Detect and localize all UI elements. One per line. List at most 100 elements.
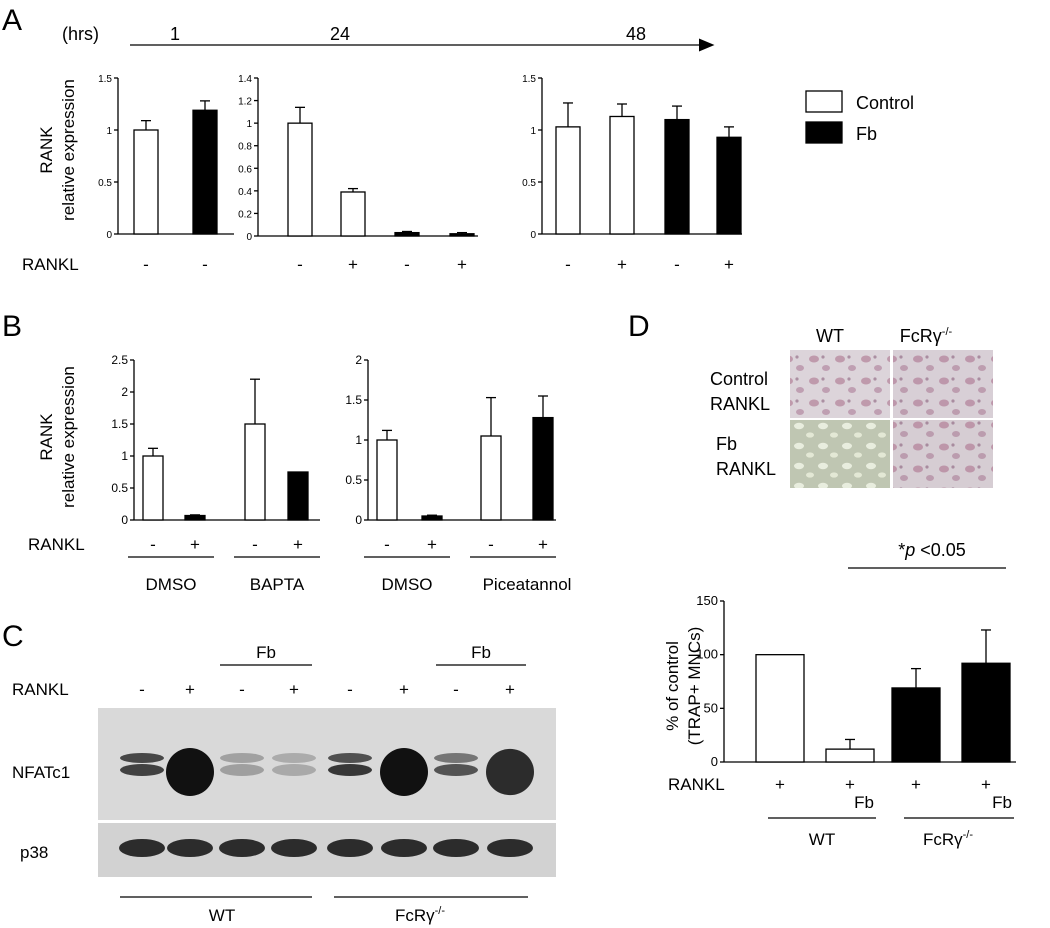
- rankl-sign: +: [427, 535, 437, 554]
- panel-c-rankl-label: RANKL: [12, 680, 69, 699]
- rankl-sign: -: [674, 255, 680, 274]
- rankl-sign: +: [617, 255, 627, 274]
- rankl-sign: +: [911, 775, 921, 794]
- rankl-sign: -: [565, 255, 571, 274]
- band-nfatc1: [328, 764, 372, 776]
- panel-b-rankl-label: RANKL: [28, 535, 85, 554]
- bar: [755, 654, 805, 763]
- blot-lane-sign: +: [399, 680, 409, 699]
- band-nfatc1: [166, 748, 214, 796]
- micrograph-row2-line2: RANKL: [716, 459, 776, 479]
- group-label-b-piceatannol: Piceatannol: [483, 575, 572, 594]
- band-p38: [219, 839, 265, 857]
- rankl-sign: -: [404, 255, 410, 274]
- rankl-sign: -: [297, 255, 303, 274]
- legend-swatch-fb: [805, 121, 843, 144]
- band-p38: [433, 839, 479, 857]
- rankl-sign: +: [190, 535, 200, 554]
- rankl-sign: +: [293, 535, 303, 554]
- rankl-sign: -: [202, 255, 208, 274]
- band-nfatc1: [434, 753, 478, 763]
- panel-label-b: B: [2, 310, 22, 343]
- panel-a: (hrs) 1 24 48 RANK relative expression R…: [22, 24, 914, 274]
- y-tick-label: 2: [355, 353, 362, 367]
- fb-label-c-fcr: Fb: [471, 643, 491, 662]
- band-nfatc1: [220, 764, 264, 776]
- bar: [340, 191, 366, 237]
- bar: [244, 423, 266, 521]
- micrograph-row2-line1: Fb: [716, 434, 737, 454]
- micrograph-col-fcr: FcRγ-/-: [900, 326, 953, 346]
- band-p38: [327, 839, 373, 857]
- bar: [716, 136, 742, 235]
- group-label-c-wt: WT: [209, 906, 235, 925]
- band-nfatc1: [380, 748, 428, 796]
- micrograph-row1-line1: Control: [710, 369, 768, 389]
- y-tick-label: 0: [121, 513, 128, 527]
- rankl-sign: -: [252, 535, 258, 554]
- y-tick-label: 0: [246, 232, 252, 243]
- panel-label-d: D: [628, 310, 650, 343]
- bar: [891, 687, 941, 763]
- bar: [142, 455, 164, 521]
- chart-a1: 0 0.5 1 1.5 - -: [98, 74, 234, 274]
- y-tick-label: 50: [704, 700, 718, 715]
- bar: [449, 233, 475, 237]
- legend-swatch-control: [805, 90, 843, 113]
- rankl-sign: +: [457, 255, 467, 274]
- panel-a-ylabel: RANK relative expression: [37, 79, 78, 221]
- y-tick-label: 150: [696, 593, 718, 608]
- chart-b2: 0 0.5 1 1.5 2 - + - +: [345, 353, 556, 554]
- y-tick-label: 1.5: [522, 74, 536, 85]
- band-nfatc1: [120, 753, 164, 763]
- blot-lane-sign: -: [139, 680, 145, 699]
- blot-lane-sign: +: [289, 680, 299, 699]
- blot-signs: - + - + - + - +: [139, 680, 515, 699]
- panel-label-a: A: [2, 4, 22, 37]
- chart-b1: 0 0.5 1 1.5 2 2.5 - + - +: [111, 353, 320, 554]
- y-tick-label: 0.5: [111, 481, 128, 495]
- blot-lane-sign: +: [505, 680, 515, 699]
- fb-label-d-fcr: Fb: [992, 793, 1012, 812]
- band-label-p38: p38: [20, 843, 48, 862]
- timeline-point-48: 48: [626, 24, 646, 44]
- band-nfatc1: [120, 764, 164, 776]
- panel-b: RANK relative expression RANKL 0 0.5 1 1.5 2…: [28, 353, 571, 594]
- panel-b-ylabel-top: RANK: [37, 413, 56, 461]
- panel-d-ylabel-top: % of control: [663, 641, 682, 731]
- rankl-sign: +: [538, 535, 548, 554]
- y-tick-label: 1: [106, 126, 112, 137]
- band-nfatc1: [272, 764, 316, 776]
- band-nfatc1: [272, 753, 316, 763]
- panel-a-rankl-label: RANKL: [22, 255, 79, 274]
- y-tick-label: 0.6: [238, 164, 252, 175]
- panel-label-c: C: [2, 620, 24, 653]
- timeline-unit: (hrs): [62, 24, 99, 44]
- y-tick-label: 1.5: [98, 74, 112, 85]
- group-label-c-fcr: FcRγ-/-: [395, 905, 445, 925]
- micrograph-grid: [790, 350, 993, 488]
- rankl-sign: +: [775, 775, 785, 794]
- band-p38: [167, 839, 213, 857]
- group-label-d-wt: WT: [809, 830, 835, 849]
- y-tick-label: 100: [696, 647, 718, 662]
- fb-label-c-wt: Fb: [256, 643, 276, 662]
- y-tick-label: 1: [121, 449, 128, 463]
- band-p38: [487, 839, 533, 857]
- rankl-sign: -: [488, 535, 494, 554]
- rankl-sign: +: [981, 775, 991, 794]
- rankl-sign: -: [150, 535, 156, 554]
- panel-a-ylabel-bottom: relative expression: [59, 79, 78, 221]
- y-tick-label: 1.2: [238, 97, 252, 108]
- band-nfatc1: [220, 753, 264, 763]
- band-p38: [271, 839, 317, 857]
- bar: [133, 129, 159, 235]
- y-tick-label: 0: [711, 754, 718, 769]
- y-tick-label: 0: [106, 230, 112, 241]
- chart-a3: 0 0.5 1 1.5 - + - +: [522, 74, 742, 274]
- y-tick-label: 1.5: [345, 393, 362, 407]
- y-tick-label: 2: [121, 385, 128, 399]
- bar: [287, 122, 313, 237]
- group-label-d-fcr: FcRγ-/-: [923, 829, 973, 849]
